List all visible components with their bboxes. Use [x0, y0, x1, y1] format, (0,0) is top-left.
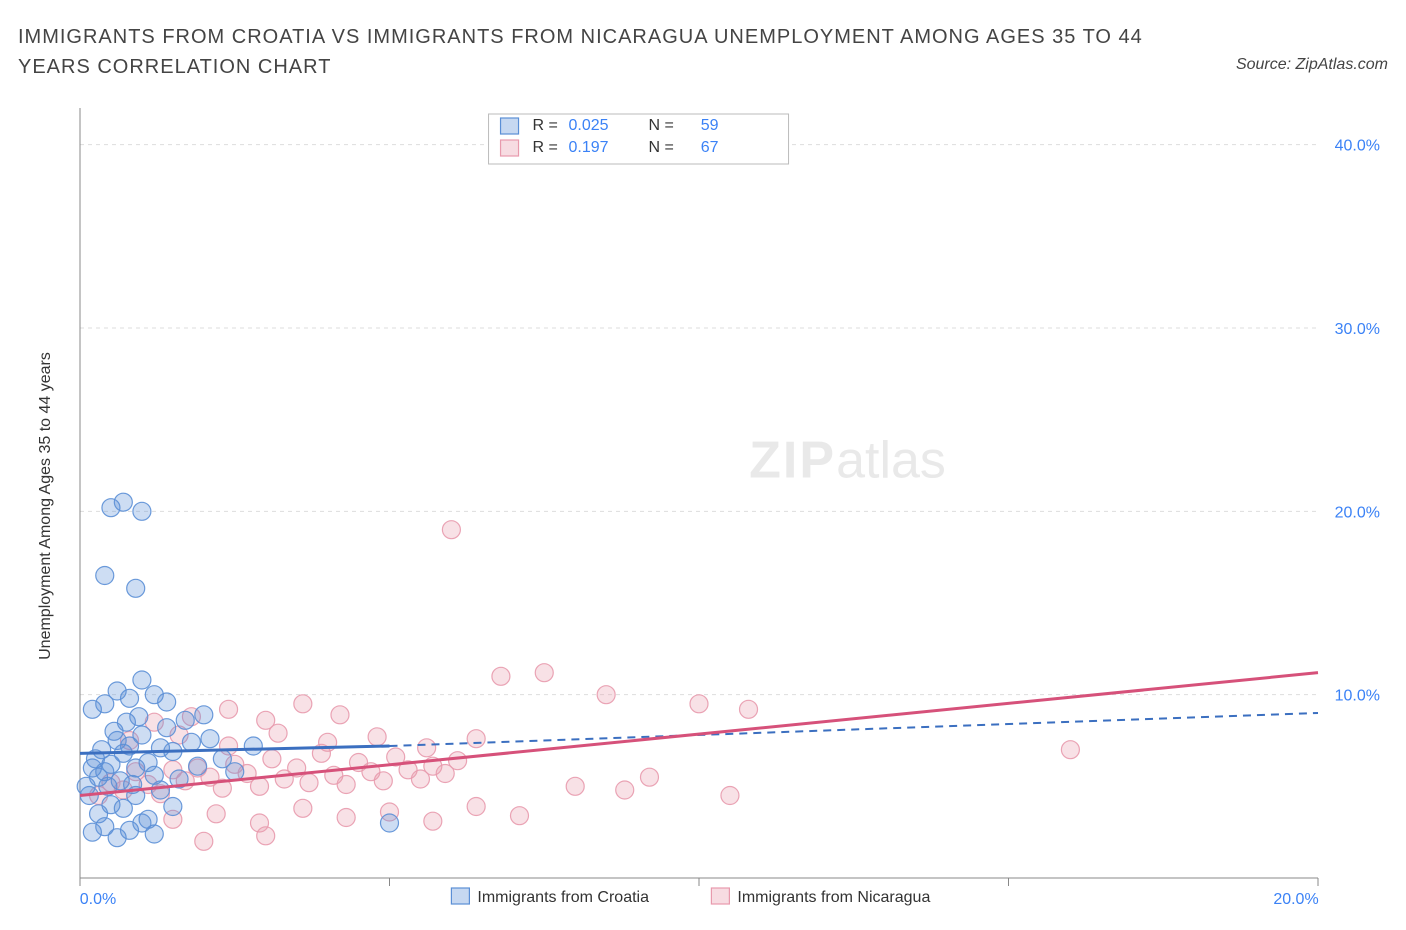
y-axis-label: Unemployment Among Ages 35 to 44 years	[37, 352, 55, 660]
svg-text:Immigrants from Croatia: Immigrants from Croatia	[477, 889, 649, 906]
svg-text:30.0%: 30.0%	[1335, 321, 1380, 338]
svg-text:20.0%: 20.0%	[1273, 891, 1318, 908]
plot-area: 10.0% 20.0% 30.0% 40.0% ZIPatlas 0.0% 20.0% R =…	[76, 100, 1388, 912]
svg-text:R =: R =	[533, 117, 558, 134]
source-credit: Source: ZipAtlas.com	[1236, 56, 1388, 74]
svg-text:N =: N =	[649, 139, 674, 156]
svg-text:R =: R =	[533, 139, 558, 156]
svg-text:0.0%: 0.0%	[80, 891, 116, 908]
svg-text:ZIPatlas: ZIPatlas	[749, 432, 946, 490]
svg-text:0.025: 0.025	[568, 117, 608, 134]
svg-text:59: 59	[701, 117, 719, 134]
svg-text:Immigrants from Nicaragua: Immigrants from Nicaragua	[737, 889, 930, 906]
svg-text:N =: N =	[649, 117, 674, 134]
svg-text:0.197: 0.197	[568, 139, 608, 156]
scatter-chart-svg: 10.0% 20.0% 30.0% 40.0% ZIPatlas 0.0% 20.0% R =…	[76, 100, 1388, 912]
svg-text:67: 67	[701, 139, 719, 156]
chart-container: Unemployment Among Ages 35 to 44 years 1…	[46, 100, 1388, 912]
svg-text:40.0%: 40.0%	[1335, 138, 1380, 155]
chart-title: IMMIGRANTS FROM CROATIA VS IMMIGRANTS FR…	[18, 22, 1206, 82]
svg-text:10.0%: 10.0%	[1335, 688, 1380, 705]
svg-text:20.0%: 20.0%	[1335, 504, 1380, 521]
